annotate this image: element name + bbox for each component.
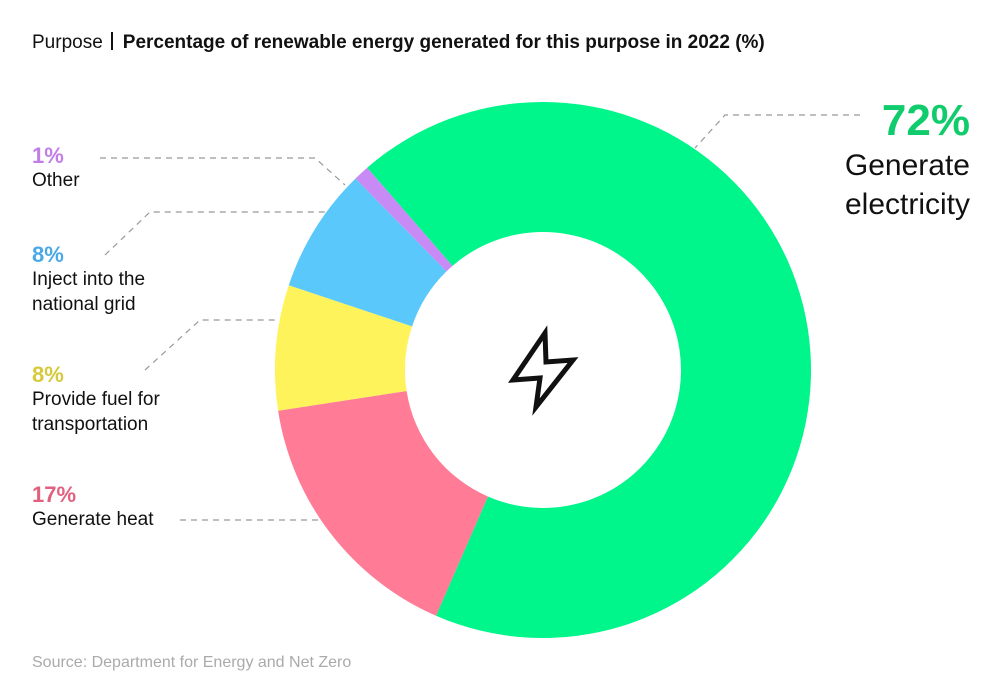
value-label: 17% [32, 482, 77, 507]
slice-label: 72% Generate electricity [770, 96, 970, 224]
separator [110, 32, 113, 50]
value-label: 8% [32, 362, 64, 387]
donut-slice [278, 390, 488, 616]
donut-slice [367, 102, 811, 639]
category-label: Inject into the national grid [32, 269, 146, 315]
donut [275, 102, 811, 639]
leader-line [694, 114, 860, 149]
category-label: Generate heat [32, 509, 154, 530]
lightning-icon [508, 325, 579, 416]
value-label: 8% [32, 242, 64, 267]
donut-slice [288, 178, 447, 327]
slice-label: 17% Generate heat [32, 482, 202, 533]
leader-line [100, 157, 346, 186]
slice-label: 8% Provide fuel for transportation [32, 362, 192, 437]
value-label: 72% [881, 96, 970, 145]
donut-slice [275, 285, 413, 411]
category-label: Generate electricity [844, 149, 970, 221]
chart-title: Percentage of renewable energy generated… [122, 32, 765, 53]
category-label: Provide fuel for transportation [32, 389, 160, 435]
slice-label: 1% Other [32, 143, 192, 194]
category-label: Other [32, 170, 80, 191]
header: Purpose Percentage of renewable energy ge… [32, 32, 765, 54]
donut-slice [355, 167, 453, 272]
leader-lines [100, 114, 860, 521]
title-prefix: Purpose [32, 32, 103, 53]
leader-line [144, 319, 275, 371]
value-label: 1% [32, 143, 64, 168]
slice-label: 8% Inject into the national grid [32, 242, 172, 317]
source: Source: Department for Energy and Net Ze… [32, 654, 352, 671]
